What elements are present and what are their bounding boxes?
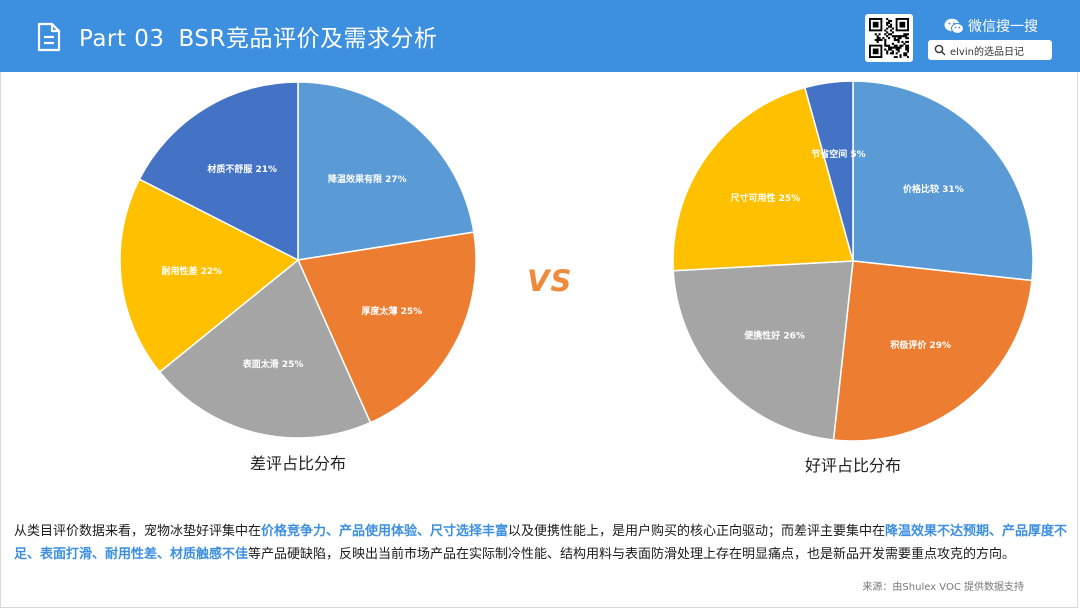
pie-0-label-1: 厚度太薄 25%	[362, 305, 423, 317]
search-text: elvin的选品日记	[950, 47, 1024, 58]
pie-0-label-0: 降温效果有限 27%	[328, 173, 407, 185]
pie-1-slice-0	[852, 80, 1034, 282]
pie-0-slice-2	[158, 258, 372, 439]
source-note: 来源：由Shulex VOC 提供数据支持	[862, 582, 1024, 593]
search-icon	[934, 44, 946, 56]
pie-0-label-2: 表面太滑 25%	[242, 358, 304, 370]
pie-1-slice-3	[672, 86, 854, 272]
pie-charts: 降温效果有限 27% 厚度太薄 25% 表面太滑 25% 耐用性差 22% 材质不舒服 …	[119, 80, 1034, 442]
summary-text-1: 从类目评价数据来看，宠物冰垫好评集中在	[14, 524, 262, 539]
wechat-search-label: 微信搜一搜	[944, 16, 1038, 38]
page-title: Part 03 BSR竞品评价及需求分析	[79, 19, 437, 53]
pie-0-label-4: 材质不舒服 21%	[206, 163, 277, 175]
summary-paragraph: 从类目评价数据来看，宠物冰垫好评集中在价格竞争力、产品使用体验、尺寸选择丰富以及…	[14, 520, 1068, 566]
negative-chart-title: 差评占比分布	[249, 454, 347, 473]
wechat-label-text: 微信搜一搜	[968, 19, 1038, 35]
pie-1-slice-4	[803, 80, 854, 262]
pie-0-slice-4	[138, 81, 299, 262]
pie-1-label-2: 便携性好 26%	[744, 329, 805, 341]
pie-0-label-3: 耐用性差 22%	[161, 265, 222, 277]
pie-0-slice-1	[296, 231, 477, 424]
pie-1-label-3: 尺寸可用性 25%	[730, 192, 800, 204]
pie-1-label-0: 价格比较 31%	[903, 183, 964, 195]
pie-1-label-1: 积极评价 29%	[890, 339, 951, 351]
search-input[interactable]: elvin的选品日记	[928, 40, 1052, 60]
summary-highlight-negative: 降温效果不达预期、产品厚度不足、表面打滑、耐用性差、材质触感不佳	[14, 524, 1068, 562]
pie-0-slice-3	[119, 178, 300, 374]
pie-1-slice-1	[832, 260, 1033, 442]
part-label: Part 03	[79, 26, 165, 52]
summary-highlight-positive: 价格竞争力、产品使用体验、尺寸选择丰富	[261, 524, 509, 539]
vs-label: VS	[527, 264, 573, 298]
positive-chart-title: 好评占比分布	[804, 456, 902, 475]
pie-1-slice-2	[672, 260, 854, 441]
qr-code-icon	[869, 18, 909, 58]
wechat-icon	[944, 18, 964, 34]
summary-text-2: 以及便携性能上，是用户购买的核心正向驱动；而差评主要集中在	[508, 524, 886, 539]
pie-1-label-4: 节省空间 5%	[811, 148, 865, 160]
title-text: BSR竞品评价及需求分析	[178, 26, 438, 52]
header-bar: Part 03 BSR竞品评价及需求分析 微信搜一搜 elvin的选品日记	[0, 0, 1080, 72]
summary-text-3: 等产品硬缺陷，反映出当前市场产品在实际制冷性能、结构用料与表面防滑处理上存在明显…	[248, 547, 1016, 562]
pie-0-slice-0	[297, 81, 475, 261]
document-icon	[37, 22, 61, 52]
qr-code	[865, 14, 913, 62]
